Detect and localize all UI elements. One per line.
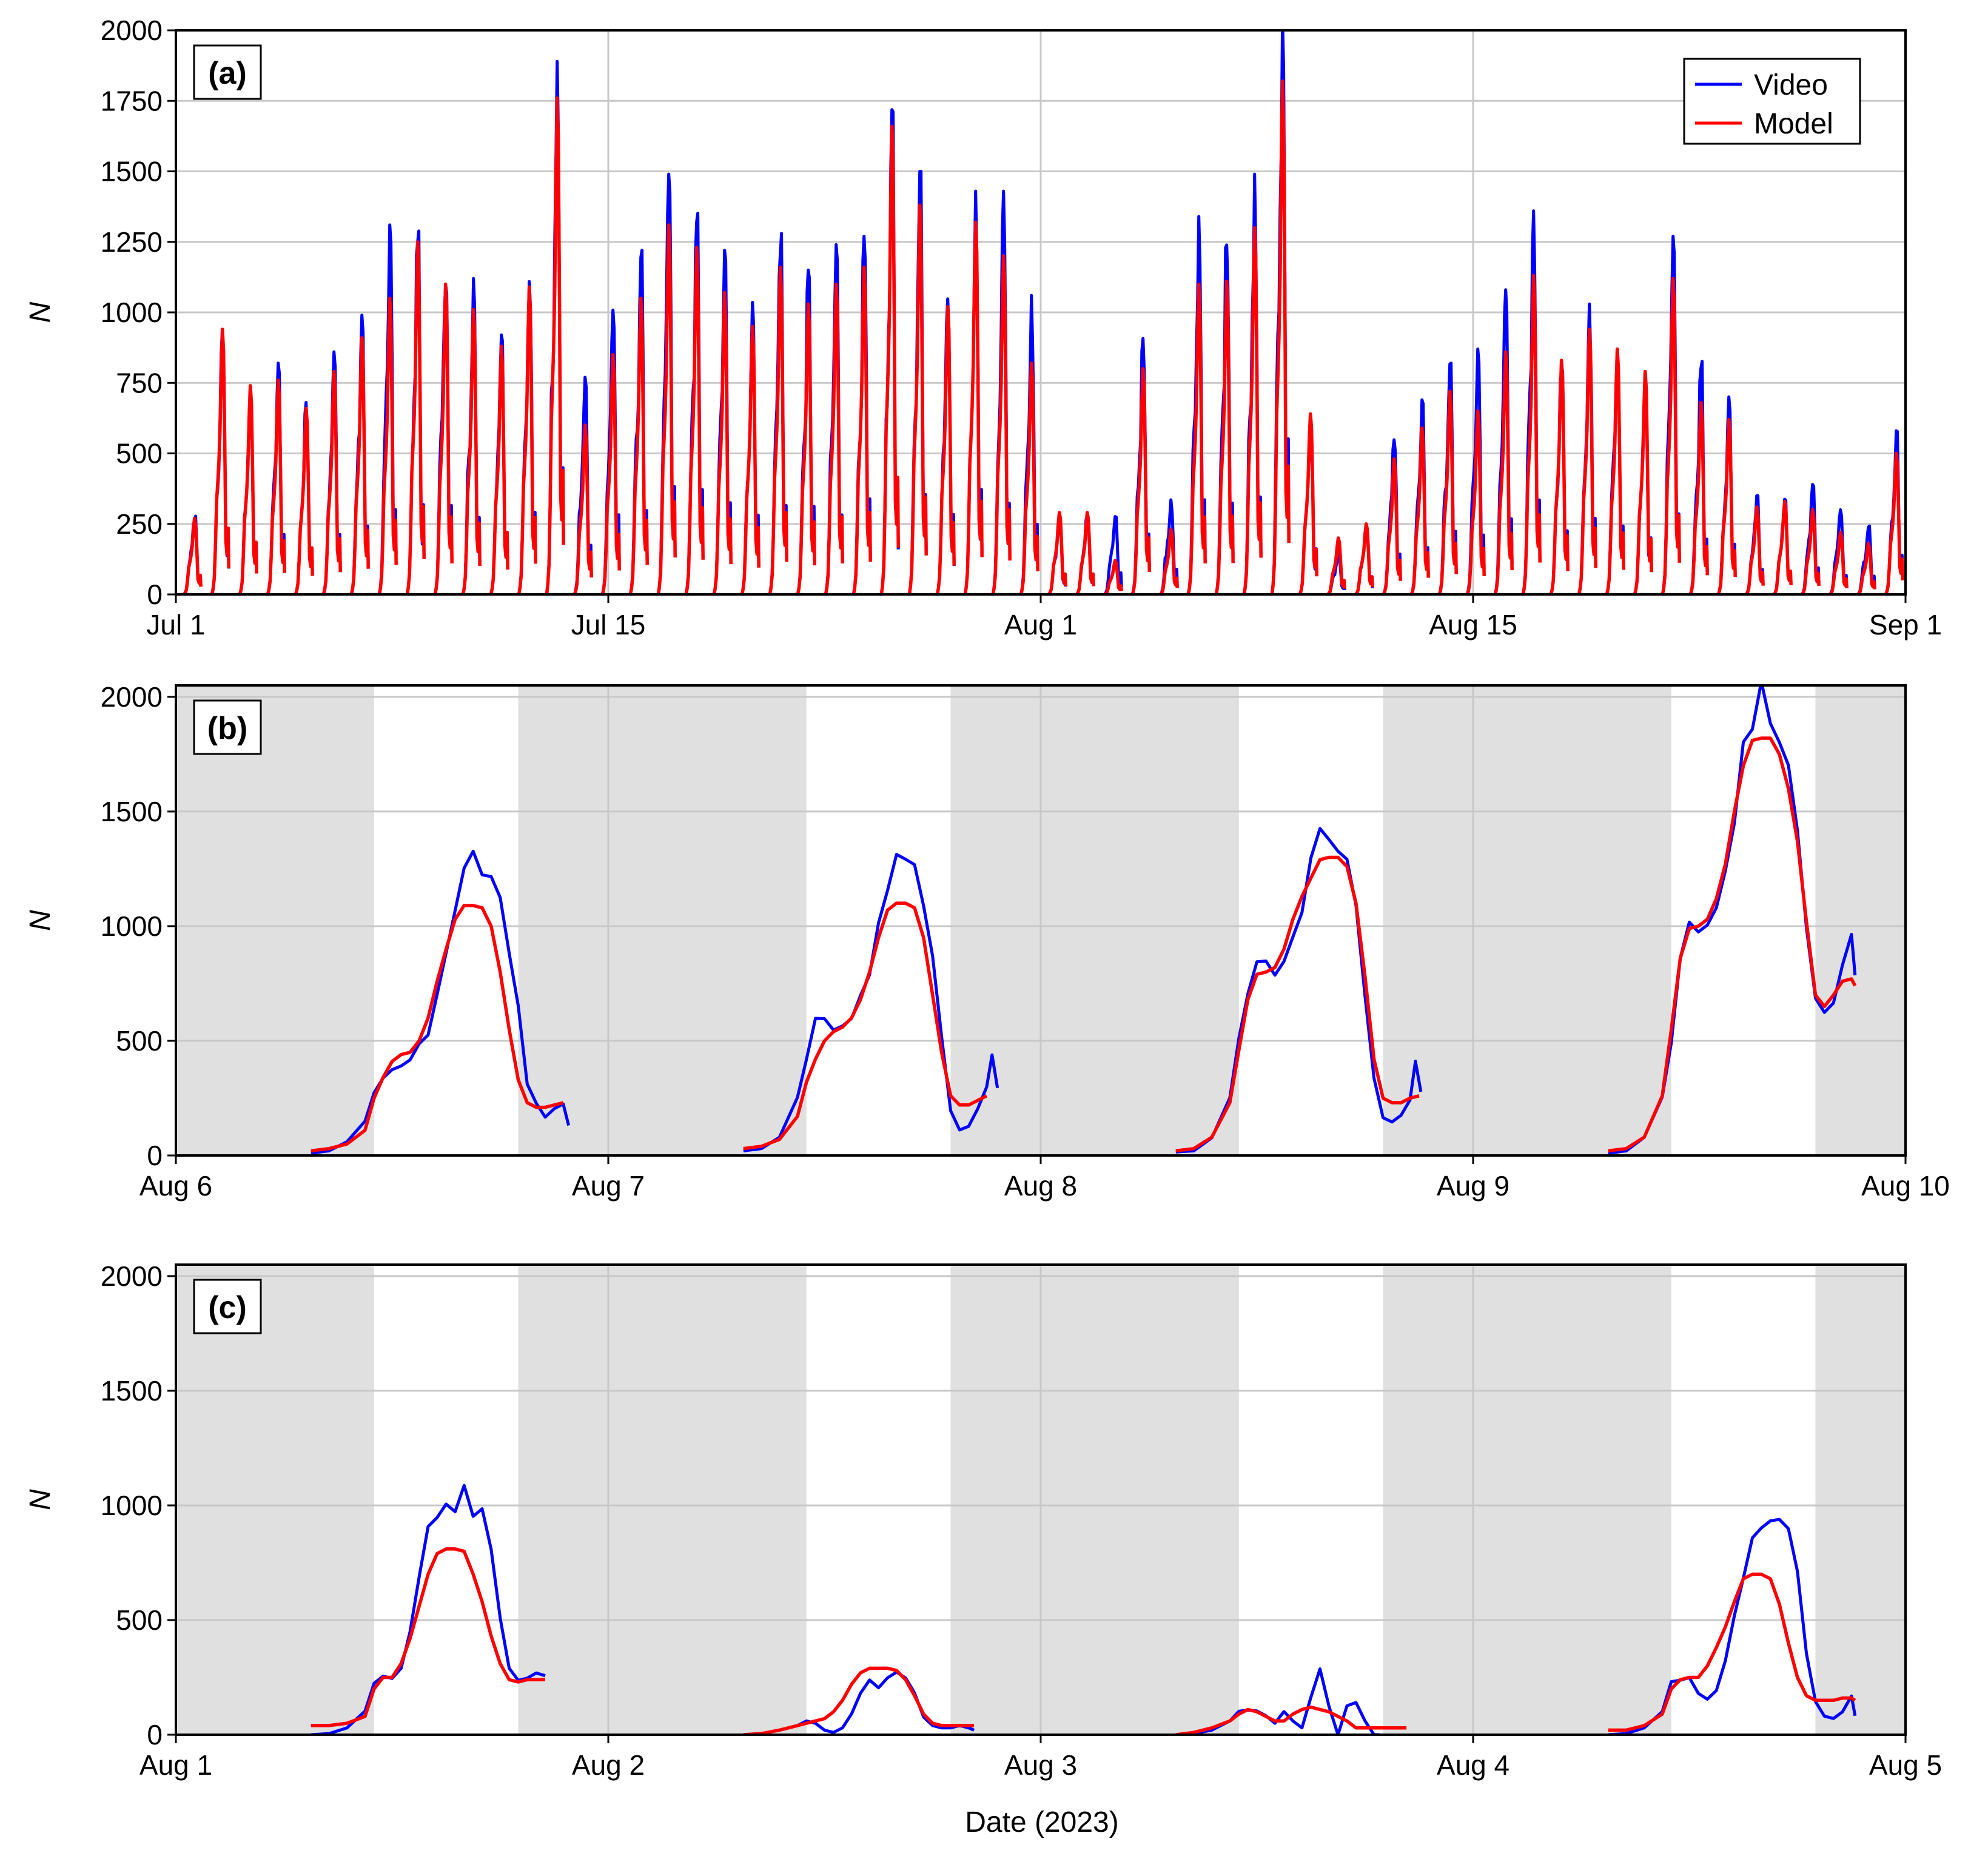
y-tick-label: 500 xyxy=(116,1025,163,1057)
x-tick-label: Aug 2 xyxy=(572,1749,645,1781)
x-tick-label: Aug 7 xyxy=(572,1170,645,1202)
panel-c: Aug 1 Aug 2 Aug 3 Aug 4 Aug 5 0 500 1000 1500 200… xyxy=(24,1260,1942,1781)
y-tick-label: 1000 xyxy=(101,910,163,942)
panel-tag-box xyxy=(193,1279,262,1334)
legend-box xyxy=(1683,58,1861,145)
panel-tag-box xyxy=(193,44,262,100)
plot-frame xyxy=(175,29,1907,596)
panel-b: Aug 6 Aug 7 Aug 8 Aug 9 Aug 10 0 500 1000 1500 20… xyxy=(24,681,1950,1202)
legend: Video Model xyxy=(1683,58,1861,145)
legend-label-model: Model xyxy=(1754,108,1833,140)
series-line-model xyxy=(183,79,1904,594)
panel-a: Jul 1 Jul 15 Aug 1 Aug 15 Sep 1 0 250 500 750 100… xyxy=(24,15,1942,641)
x-tick-label: Jul 15 xyxy=(571,609,646,641)
series-line-video xyxy=(311,685,1857,1155)
x-tick-label: Aug 6 xyxy=(139,1170,212,1202)
panel-tag: (a) xyxy=(208,56,247,91)
x-tick-label: Aug 10 xyxy=(1861,1170,1950,1202)
y-tick-label: 2000 xyxy=(101,15,163,46)
panel-tag-box xyxy=(193,699,262,755)
x-tick-label: Sep 1 xyxy=(1869,609,1942,641)
series-line-model xyxy=(311,1547,1856,1735)
night-shading-1 xyxy=(176,685,374,1155)
x-tick-label: Aug 1 xyxy=(139,1749,212,1781)
y-tick-label: 0 xyxy=(147,579,163,610)
y-tick-label: 250 xyxy=(116,508,163,540)
y-axis-title: N xyxy=(24,301,56,323)
night-shading-4 xyxy=(1383,1265,1671,1735)
x-tick-label: Jul 1 xyxy=(146,609,205,641)
night-shading-2 xyxy=(518,1265,807,1735)
plot-frame xyxy=(175,1263,1907,1736)
x-tick-label: Aug 3 xyxy=(1004,1749,1077,1781)
y-tick-label: 0 xyxy=(147,1140,163,1171)
night-shading-3 xyxy=(950,1265,1239,1735)
y-tick-label: 750 xyxy=(116,367,163,399)
plot-frame xyxy=(175,684,1907,1157)
panel-tag: (b) xyxy=(207,711,247,746)
legend-label-video: Video xyxy=(1754,69,1828,101)
night-shading-3 xyxy=(950,685,1239,1155)
x-tick-label: Aug 5 xyxy=(1869,1749,1942,1781)
x-tick-label: Aug 9 xyxy=(1437,1170,1509,1202)
y-tick-label: 2000 xyxy=(101,1260,163,1292)
x-axis-title: Date (2023) xyxy=(965,1806,1118,1838)
y-axis-title: N xyxy=(24,1489,56,1510)
night-shading-5 xyxy=(1815,685,1906,1155)
night-shading-2 xyxy=(518,685,807,1155)
x-tick-label: Aug 4 xyxy=(1437,1749,1509,1781)
y-tick-label: 1500 xyxy=(101,796,163,827)
y-tick-label: 1500 xyxy=(101,156,163,187)
y-tick-label: 2000 xyxy=(101,681,163,713)
x-tick-label: Aug 8 xyxy=(1004,1170,1077,1202)
y-tick-label: 0 xyxy=(147,1719,163,1750)
y-tick-label: 1000 xyxy=(101,297,163,328)
panel-tag: (c) xyxy=(208,1290,247,1325)
y-tick-label: 1000 xyxy=(101,1490,163,1521)
x-tick-label: Aug 15 xyxy=(1429,609,1517,641)
y-tick-label: 500 xyxy=(116,1604,163,1636)
y-axis-title: N xyxy=(24,910,56,931)
night-shading-5 xyxy=(1815,1265,1906,1735)
y-tick-label: 1500 xyxy=(101,1375,163,1407)
y-tick-label: 500 xyxy=(116,438,163,469)
x-tick-label: Aug 1 xyxy=(1004,609,1077,641)
y-tick-label: 1750 xyxy=(101,85,163,116)
y-tick-label: 1250 xyxy=(101,226,163,258)
series-line-model xyxy=(311,736,1857,1153)
series-line-video xyxy=(311,1484,1857,1735)
night-shading-4 xyxy=(1383,685,1671,1155)
night-shading-1 xyxy=(176,1265,374,1735)
